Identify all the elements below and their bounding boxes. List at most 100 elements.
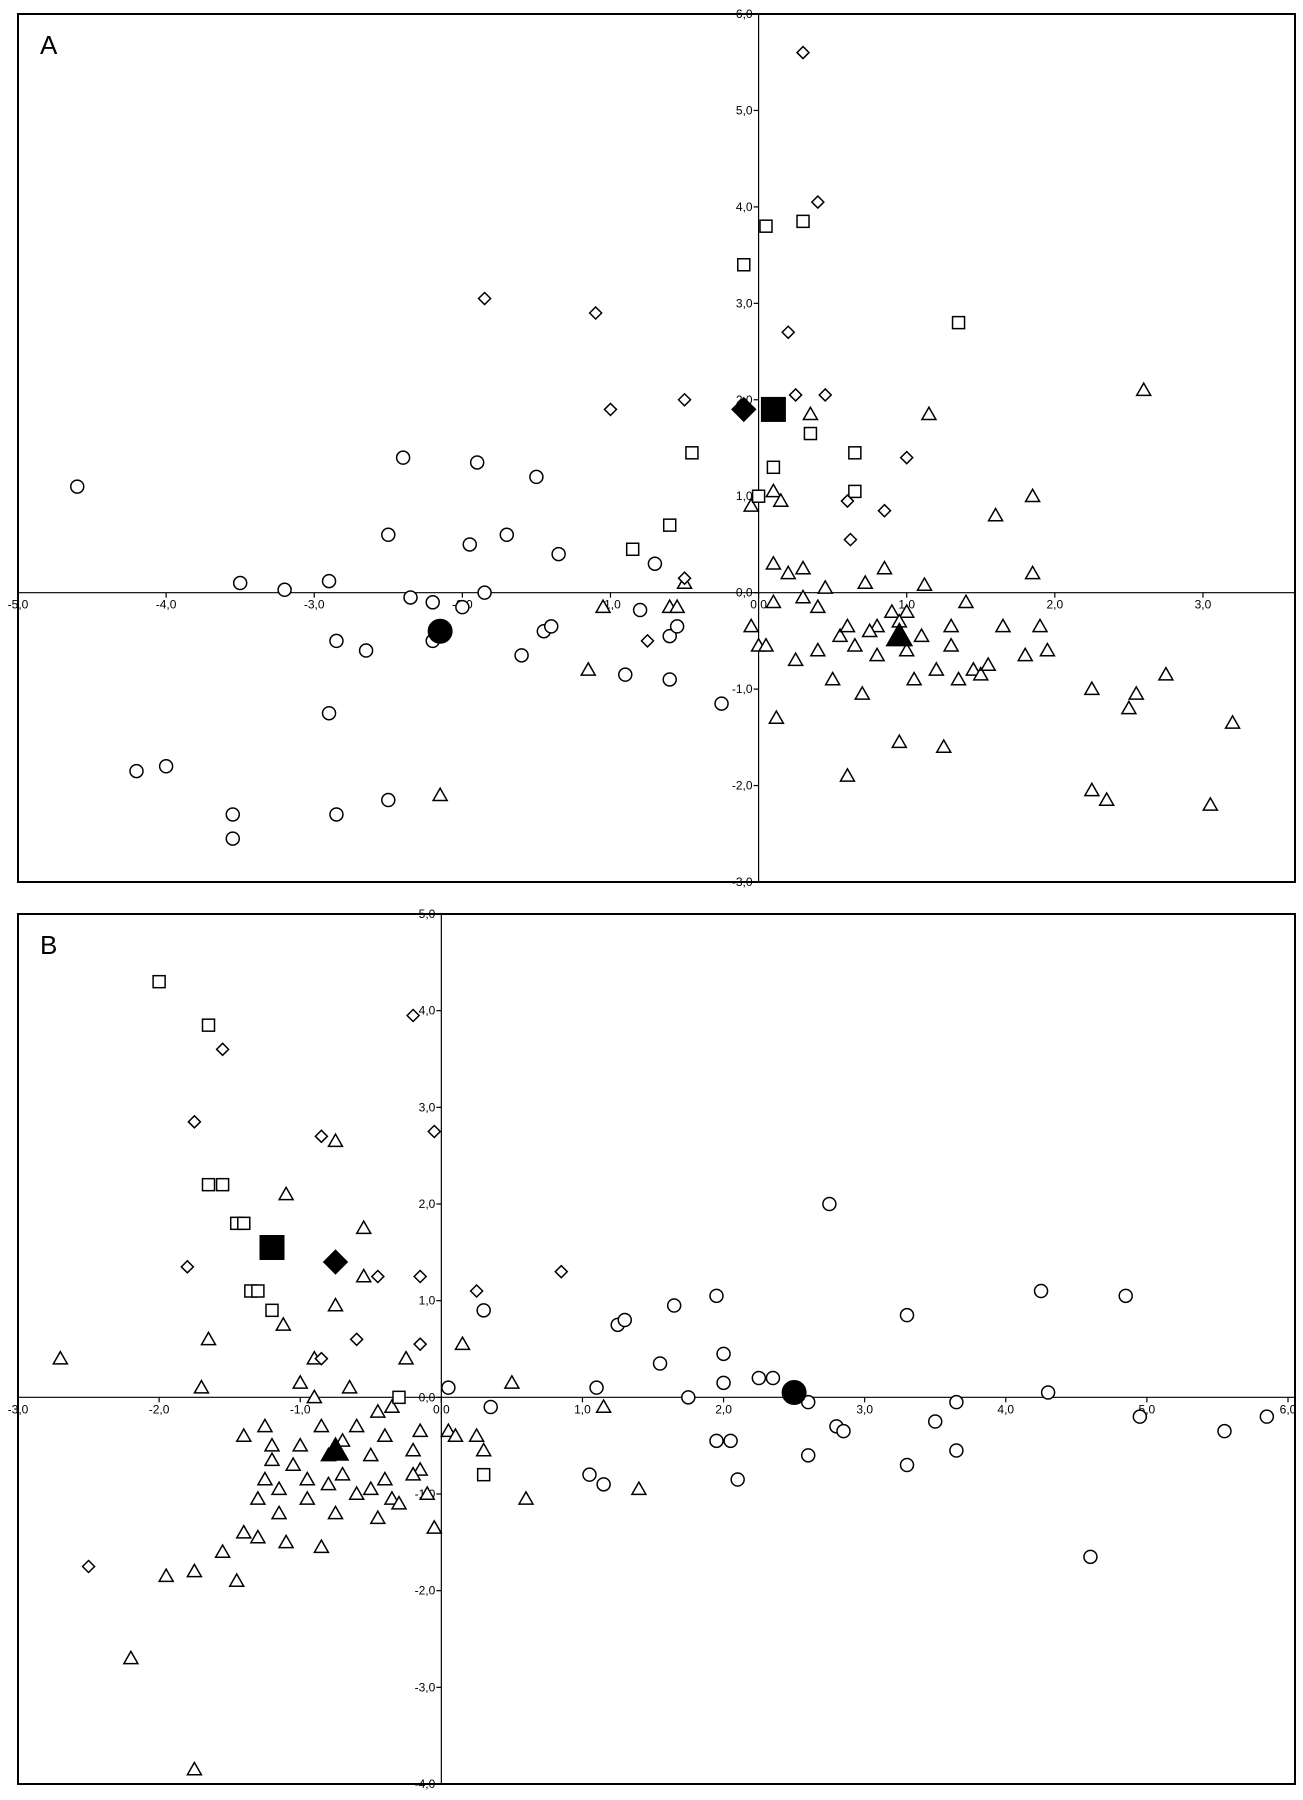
point-square — [759, 219, 773, 233]
point-triangle — [868, 617, 886, 633]
point-triangle — [802, 405, 819, 421]
point-triangle — [839, 617, 856, 633]
y-tick-label: 1,0 — [419, 1294, 436, 1308]
point-triangle — [235, 1427, 253, 1442]
point-triangle — [418, 1485, 436, 1500]
point-diamond — [314, 1129, 329, 1144]
point-circle — [647, 556, 663, 571]
point-triangle — [928, 661, 945, 676]
point-circle — [899, 1307, 915, 1323]
point-diamond — [180, 1259, 195, 1274]
point-triangle — [447, 1427, 464, 1442]
point-circle — [1033, 1283, 1049, 1299]
point-circle — [395, 450, 411, 465]
point-triangle — [277, 1185, 295, 1201]
point-triangle — [846, 637, 864, 652]
point-square — [751, 489, 766, 503]
point-triangle — [742, 617, 760, 633]
point-triangle — [200, 1330, 217, 1346]
point-triangle — [794, 560, 812, 575]
point-triangle — [913, 627, 930, 643]
point-triangle — [327, 1504, 344, 1520]
y-tick-label: -3,0 — [415, 1680, 436, 1694]
centroid-diamond — [322, 1249, 349, 1275]
point-triangle — [274, 1316, 292, 1331]
point-triangle — [1127, 685, 1145, 700]
point-triangle — [327, 1132, 344, 1148]
point-triangle — [291, 1437, 309, 1452]
point-circle — [666, 1298, 682, 1313]
point-triangle — [431, 786, 449, 802]
point-triangle — [454, 1335, 471, 1351]
y-tick-label: -3,0 — [732, 875, 753, 889]
point-circle — [1040, 1385, 1056, 1400]
x-tick-label: -3,0 — [304, 598, 325, 612]
point-triangle — [383, 1398, 401, 1413]
point-triangle — [186, 1760, 203, 1776]
point-circle — [589, 1380, 604, 1395]
x-tick-label: 2,0 — [1046, 598, 1063, 612]
point-square — [766, 460, 781, 475]
point-triangle — [503, 1374, 521, 1389]
point-diamond — [554, 1264, 569, 1279]
x-tick-label: -2,0 — [149, 1402, 170, 1416]
point-diamond — [640, 633, 655, 648]
point-diamond — [810, 195, 825, 210]
point-triangle — [306, 1388, 323, 1404]
point-diamond — [588, 305, 603, 321]
point-triangle — [1031, 617, 1049, 633]
point-triangle — [404, 1441, 422, 1457]
point-circle — [358, 643, 374, 658]
point-triangle — [772, 492, 790, 508]
point-diamond — [370, 1269, 385, 1284]
point-circle — [477, 585, 492, 600]
point-triangle — [270, 1480, 288, 1496]
point-diamond — [899, 450, 914, 465]
point-triangle — [249, 1528, 267, 1544]
point-circle — [1083, 1549, 1098, 1565]
centroid-square — [259, 1235, 285, 1260]
point-circle — [158, 759, 174, 774]
point-circle — [277, 582, 292, 598]
y-tick-label: 5,0 — [419, 907, 436, 921]
point-circle — [469, 455, 485, 470]
point-triangle — [809, 598, 827, 614]
point-circle — [1118, 1288, 1133, 1304]
x-tick-label: 1,0 — [574, 1402, 591, 1416]
point-diamond — [677, 392, 692, 407]
point-triangle — [768, 709, 785, 725]
point-circle — [709, 1433, 724, 1449]
point-circle — [225, 831, 241, 846]
centroid-circle — [781, 1380, 807, 1405]
point-triangle — [868, 646, 886, 662]
point-circle — [662, 672, 677, 687]
point-triangle — [425, 1519, 443, 1534]
x-tick-label: 6,0 — [1280, 1402, 1297, 1416]
point-circle — [1132, 1409, 1148, 1424]
point-triangle — [916, 576, 933, 591]
point-triangle — [1135, 381, 1152, 397]
point-triangle — [1157, 666, 1175, 681]
point-triangle — [1120, 699, 1138, 715]
point-triangle — [831, 627, 849, 643]
point-triangle — [468, 1427, 485, 1442]
point-triangle — [765, 555, 782, 570]
y-tick-label: 0,0 — [736, 586, 753, 600]
y-tick-label: -4,0 — [415, 1777, 436, 1791]
point-square — [625, 542, 640, 557]
point-triangle — [291, 1374, 309, 1389]
point-circle — [462, 537, 478, 552]
y-tick-label: 2,0 — [419, 1197, 436, 1211]
point-triangle — [935, 738, 953, 753]
point-triangle — [228, 1572, 246, 1587]
point-triangle — [595, 1398, 612, 1413]
point-diamond — [413, 1337, 428, 1352]
point-triangle — [334, 1466, 351, 1481]
point-triangle — [891, 733, 908, 749]
point-triangle — [404, 1466, 422, 1481]
point-triangle — [987, 506, 1004, 522]
point-triangle — [794, 588, 812, 604]
x-tick-label: 3,0 — [856, 1402, 873, 1416]
point-triangle — [122, 1649, 140, 1665]
point-circle — [543, 619, 559, 634]
